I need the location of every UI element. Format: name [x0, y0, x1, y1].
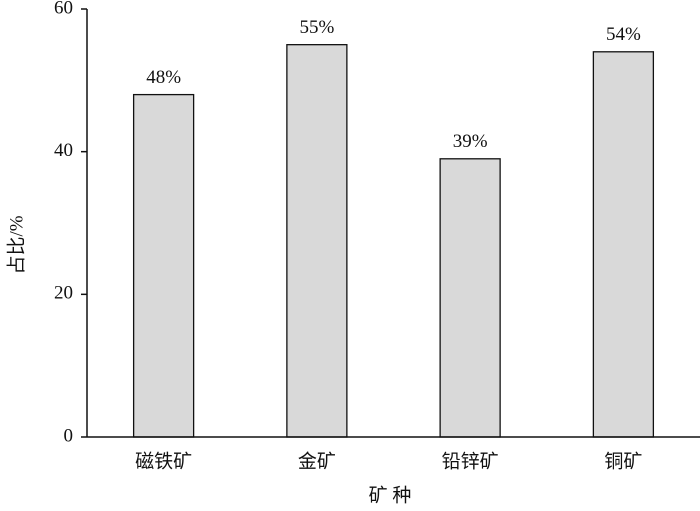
data-label: 48% [146, 67, 181, 88]
y-tick-label: 60 [54, 0, 73, 18]
x-tick-label: 金矿 [298, 450, 336, 472]
bar [439, 158, 501, 438]
y-tick-label: 0 [64, 425, 74, 446]
bar [592, 51, 655, 438]
data-label: 39% [453, 131, 488, 152]
x-tick-label: 磁铁矿 [135, 450, 192, 472]
x-axis-label: 矿 种 [369, 484, 412, 506]
bar [132, 93, 195, 438]
data-label: 55% [299, 17, 334, 38]
y-axis-label: 占比/% [5, 215, 27, 274]
data-label: 54% [606, 24, 641, 45]
bar [286, 44, 348, 438]
y-tick-label: 20 [54, 283, 73, 304]
x-tick-label: 铜矿 [604, 450, 642, 472]
y-tick-label: 40 [54, 140, 73, 161]
x-tick-label: 铅锌矿 [442, 450, 499, 472]
